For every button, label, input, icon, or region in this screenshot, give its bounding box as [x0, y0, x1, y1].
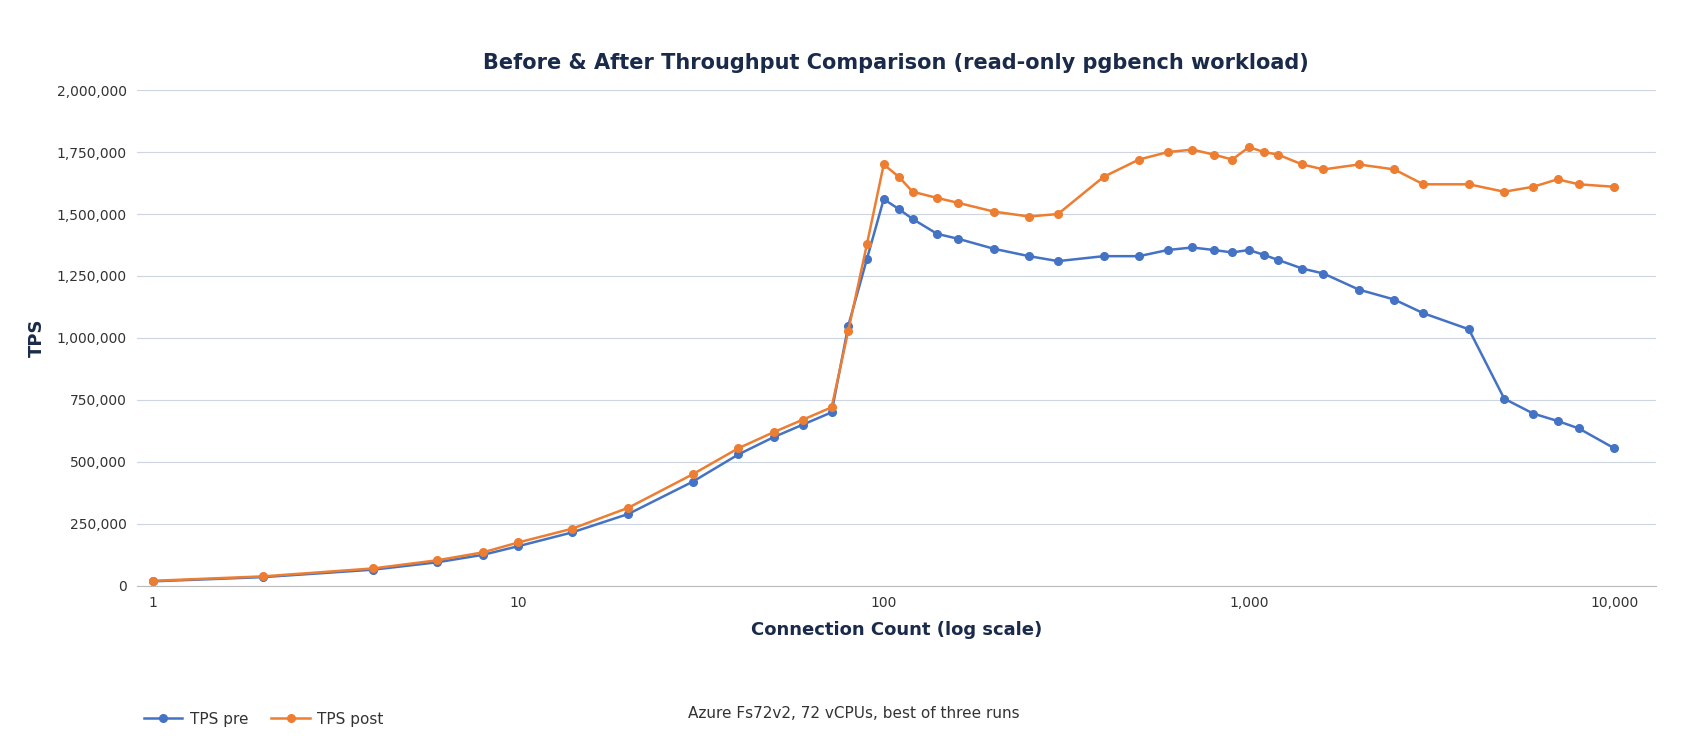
TPS post [1203, 150, 1224, 159]
TPS post [143, 576, 164, 585]
TPS post [763, 427, 784, 436]
TPS post [1569, 179, 1589, 189]
TPS post [947, 198, 968, 207]
TPS post [1268, 150, 1289, 159]
TPS post [1458, 179, 1478, 189]
TPS post [1094, 172, 1115, 181]
TPS post [792, 415, 813, 424]
TPS post [903, 187, 923, 196]
TPS post [1128, 155, 1149, 164]
TPS post [1019, 212, 1040, 221]
TPS pre [1094, 252, 1115, 261]
TPS pre [427, 558, 447, 567]
Line: TPS pre: TPS pre [150, 195, 1618, 585]
TPS pre [763, 433, 784, 442]
Title: Before & After Throughput Comparison (read-only pgbench workload): Before & After Throughput Comparison (re… [483, 53, 1309, 74]
TPS pre [1203, 246, 1224, 255]
Text: Azure Fs72v2, 72 vCPUs, best of three runs: Azure Fs72v2, 72 vCPUs, best of three ru… [688, 706, 1019, 721]
TPS post [1494, 187, 1514, 196]
TPS pre [1268, 255, 1289, 264]
TPS pre [1048, 257, 1069, 266]
TPS post [562, 524, 582, 533]
TPS post [364, 564, 384, 573]
TPS pre [874, 195, 894, 204]
Line: TPS post: TPS post [150, 143, 1618, 584]
TPS post [729, 444, 749, 453]
Legend: TPS pre, TPS post: TPS pre, TPS post [143, 712, 384, 727]
TPS pre [473, 550, 493, 559]
TPS post [253, 572, 273, 581]
TPS pre [1313, 269, 1333, 278]
TPS post [1547, 175, 1567, 184]
TPS pre [1183, 243, 1203, 252]
TPS pre [1523, 409, 1543, 418]
TPS post [889, 172, 910, 181]
TPS post [473, 547, 493, 556]
TPS pre [983, 244, 1004, 253]
TPS post [1413, 179, 1434, 189]
TPS post [683, 470, 703, 479]
TPS pre [947, 234, 968, 243]
TPS post [1222, 155, 1243, 164]
TPS post [1292, 160, 1313, 169]
TPS post [1605, 182, 1625, 192]
TPS pre [857, 254, 877, 263]
TPS pre [1569, 424, 1589, 433]
TPS pre [1128, 252, 1149, 261]
TPS post [838, 326, 859, 335]
TPS post [509, 538, 529, 547]
TPS pre [143, 577, 164, 586]
TPS pre [683, 477, 703, 486]
TPS pre [1605, 444, 1625, 453]
TPS post [1523, 182, 1543, 192]
TPS pre [1239, 246, 1260, 255]
TPS pre [1494, 394, 1514, 403]
TPS post [1157, 148, 1178, 157]
TPS pre [1222, 248, 1243, 257]
TPS pre [927, 229, 947, 238]
TPS pre [1349, 285, 1369, 294]
TPS post [874, 160, 894, 169]
TPS pre [509, 541, 529, 550]
TPS post [1313, 165, 1333, 174]
TPS pre [1157, 246, 1178, 255]
TPS post [1384, 165, 1405, 174]
TPS post [1183, 145, 1203, 154]
TPS pre [1019, 252, 1040, 261]
TPS post [427, 556, 447, 565]
TPS post [821, 403, 842, 412]
TPS pre [821, 408, 842, 417]
TPS pre [618, 509, 638, 518]
TPS pre [1547, 417, 1567, 426]
TPS pre [838, 321, 859, 330]
TPS pre [364, 566, 384, 575]
TPS pre [1458, 324, 1478, 333]
TPS post [1239, 143, 1260, 152]
TPS pre [1384, 295, 1405, 304]
TPS post [618, 503, 638, 512]
TPS pre [889, 204, 910, 213]
TPS post [857, 240, 877, 249]
TPS pre [903, 215, 923, 224]
TPS pre [1255, 250, 1275, 259]
X-axis label: Connection Count (log scale): Connection Count (log scale) [751, 620, 1041, 638]
TPS post [1048, 210, 1069, 219]
TPS post [983, 207, 1004, 216]
TPS post [927, 194, 947, 203]
TPS pre [253, 572, 273, 581]
TPS pre [1292, 264, 1313, 273]
TPS pre [792, 421, 813, 430]
Y-axis label: TPS: TPS [27, 318, 46, 357]
TPS pre [562, 528, 582, 537]
TPS post [1349, 160, 1369, 169]
TPS pre [1413, 309, 1434, 318]
TPS post [1255, 148, 1275, 157]
TPS pre [729, 450, 749, 459]
